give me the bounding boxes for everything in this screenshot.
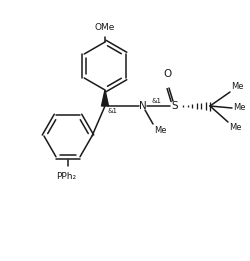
Text: S: S: [172, 101, 178, 111]
Text: OMe: OMe: [95, 23, 115, 32]
Text: PPh₂: PPh₂: [56, 172, 76, 181]
Text: Me: Me: [229, 123, 241, 132]
Text: &1: &1: [107, 108, 117, 114]
Polygon shape: [102, 90, 108, 106]
Text: Me: Me: [231, 82, 243, 91]
Text: N: N: [139, 101, 147, 111]
Text: O: O: [163, 69, 171, 79]
Text: Me: Me: [154, 126, 166, 135]
Text: &1: &1: [151, 98, 161, 104]
Text: Me: Me: [233, 104, 245, 112]
